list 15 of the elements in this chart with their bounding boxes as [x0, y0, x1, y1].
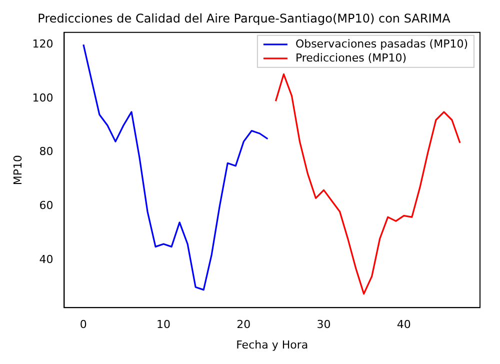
x-tick-label: 30 [316, 318, 331, 332]
y-tick-label: 80 [39, 145, 54, 158]
x-axis-title: Fecha y Hora [236, 338, 308, 352]
y-tick-label: 60 [39, 199, 54, 212]
y-axis-title: MP10 [11, 154, 24, 186]
x-tick-label: 40 [396, 318, 411, 332]
y-tick-label: 100 [32, 91, 54, 104]
x-tick-label: 20 [236, 318, 251, 332]
legend-label: Observaciones pasadas (MP10) [295, 37, 468, 50]
x-tick-label: 10 [156, 318, 171, 332]
chart-title: Predicciones de Calidad del Aire Parque-Santiago(MP10) con SARIMA [38, 11, 452, 26]
y-tick-label: 120 [32, 37, 54, 50]
y-tick-label: 40 [39, 253, 54, 266]
legend-label: Predicciones (MP10) [295, 51, 407, 64]
x-tick-label: 0 [80, 318, 87, 332]
